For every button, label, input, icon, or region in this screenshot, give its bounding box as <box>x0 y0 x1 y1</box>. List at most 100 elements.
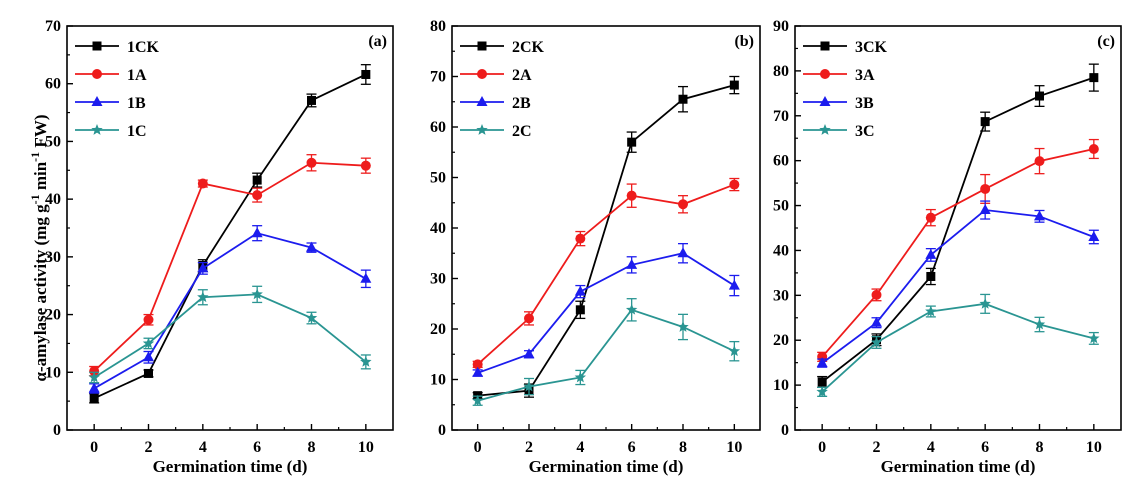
x-tick-label: 8 <box>308 439 316 456</box>
series-line <box>477 183 735 366</box>
legend-label: 2CK <box>512 39 545 56</box>
data-point <box>471 394 484 406</box>
data-point <box>816 385 828 397</box>
y-tick-label: 30 <box>430 271 446 288</box>
data-point <box>626 258 638 269</box>
data-point <box>305 312 318 323</box>
legend-marker <box>476 96 488 106</box>
y-tick-label: 50 <box>773 198 789 215</box>
data-point <box>926 271 936 281</box>
data-point <box>360 160 371 171</box>
panel-label: (c) <box>1097 33 1115 50</box>
legend-marker <box>92 69 102 79</box>
data-point <box>979 297 991 309</box>
x-tick-label: 4 <box>927 439 935 456</box>
x-tick-label: 4 <box>199 439 207 456</box>
y-tick-label: 0 <box>53 422 61 439</box>
data-point <box>728 279 740 290</box>
chart-panel-1: 0 10 20 30 40 50 60 70 0 2 4 6 8 10 Germination time (… <box>45 18 394 476</box>
x-tick-label: 6 <box>981 439 989 456</box>
legend-marker <box>820 41 830 51</box>
y-tick-label: 40 <box>773 242 789 259</box>
series-3A <box>817 138 1099 362</box>
legend-marker <box>91 96 103 106</box>
data-point <box>677 320 689 332</box>
y-tick-label: 30 <box>773 287 789 304</box>
data-point <box>1088 332 1100 344</box>
legend-label: 3CK <box>855 39 888 56</box>
x-tick-label: 0 <box>474 439 482 456</box>
legend-marker <box>819 124 831 135</box>
data-point <box>89 366 100 377</box>
legend-label: 1CK <box>127 39 160 56</box>
data-point <box>523 348 535 359</box>
series-line <box>477 308 735 402</box>
y-tick-label: 10 <box>45 364 61 381</box>
y-tick-label: 10 <box>430 372 446 389</box>
data-point <box>306 241 317 252</box>
data-point <box>143 314 154 325</box>
data-point <box>307 95 316 105</box>
data-point <box>360 355 372 367</box>
series-line <box>821 76 1095 383</box>
series-3C <box>816 293 1100 397</box>
x-tick-label: 8 <box>679 439 687 456</box>
data-point <box>360 272 372 283</box>
x-tick-label: 2 <box>525 439 533 456</box>
panel-label: (b) <box>734 33 754 50</box>
legend-marker <box>92 41 102 51</box>
y-tick-label: 50 <box>430 170 446 187</box>
series-line <box>93 293 367 379</box>
y-tick-label: 70 <box>773 108 789 125</box>
data-point <box>816 357 828 368</box>
data-point <box>142 337 155 349</box>
legend-label: 3A <box>855 67 875 84</box>
data-point <box>523 380 535 392</box>
y-tick-label: 10 <box>773 377 789 394</box>
data-point <box>626 190 637 201</box>
y-tick-label: 50 <box>45 133 61 150</box>
data-point <box>678 199 688 210</box>
legend-label: 1B <box>127 95 146 112</box>
data-point <box>627 137 637 147</box>
data-point <box>1089 73 1099 83</box>
x-axis-title: Germination time (d) <box>153 457 308 476</box>
data-point <box>306 157 317 168</box>
y-axis-title: α-amylase activity (mg g-1 min-1 FW) <box>28 115 50 382</box>
data-point <box>1034 156 1045 167</box>
y-tick-label: 40 <box>430 220 446 237</box>
x-tick-label: 8 <box>1036 439 1044 456</box>
x-tick-label: 10 <box>726 439 742 456</box>
legend-marker <box>476 124 488 135</box>
data-point <box>728 345 741 357</box>
legend-marker <box>477 41 487 51</box>
series-1B <box>88 225 372 394</box>
data-point <box>980 183 991 194</box>
y-tick-label: 70 <box>430 69 446 86</box>
y-tick-label: 20 <box>430 321 446 338</box>
data-point <box>472 366 484 377</box>
y-tick-label: 30 <box>45 249 61 266</box>
y-tick-label: 60 <box>430 119 446 136</box>
legend-marker <box>91 124 103 135</box>
data-point <box>817 377 827 387</box>
series-1CK <box>89 64 371 404</box>
data-point <box>1088 143 1099 154</box>
data-point <box>1088 230 1100 241</box>
data-point <box>871 289 882 300</box>
data-point <box>197 262 209 273</box>
data-point <box>677 247 689 258</box>
data-point <box>1034 210 1045 221</box>
y-tick-label: 60 <box>45 76 61 93</box>
y-tick-label: 0 <box>781 422 789 439</box>
y-tick-label: 20 <box>773 332 789 349</box>
series-1C <box>88 285 372 384</box>
data-point <box>252 175 262 185</box>
legend-marker <box>819 96 831 106</box>
legend-label: 2B <box>512 95 531 112</box>
data-point <box>625 303 638 315</box>
series-line <box>93 73 367 400</box>
data-point <box>925 248 937 259</box>
series-line <box>477 84 735 397</box>
